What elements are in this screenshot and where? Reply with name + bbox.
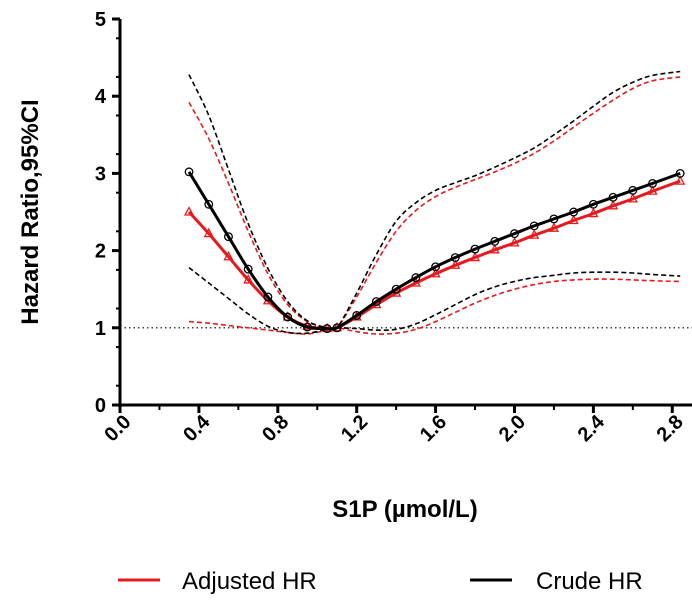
point-crude	[588, 199, 598, 209]
point-crude	[510, 229, 519, 239]
point-adjusted	[203, 227, 214, 238]
point-adjusted	[489, 243, 500, 254]
point-crude	[675, 168, 685, 178]
legend-label-crude: Crude HR	[536, 568, 643, 595]
point-adjusted	[410, 277, 421, 287]
point-adjusted	[223, 250, 234, 261]
x-tick-label: 2.0	[495, 411, 530, 446]
point-crude	[549, 214, 559, 224]
x-tick-label: 1.2	[337, 411, 372, 446]
x-tick-label: 2.8	[653, 411, 688, 446]
y-tick-label: 4	[95, 86, 107, 108]
y-tick-label: 1	[95, 318, 106, 340]
point-adjusted	[243, 274, 254, 284]
y-tick-label: 2	[95, 241, 106, 263]
legend-label-adjusted: Adjusted HR	[182, 568, 317, 595]
point-crude	[322, 324, 332, 334]
y-axis-title: Hazard Ratio,95%CI	[17, 99, 44, 324]
line-crude	[187, 171, 681, 331]
point-adjusted	[647, 185, 658, 195]
ci-lower-crude	[188, 266, 681, 335]
series-crude	[184, 70, 685, 335]
point-crude	[628, 185, 638, 195]
point-crude	[450, 253, 460, 262]
series-adjusted	[183, 76, 686, 335]
x-tick-label: 0.8	[258, 411, 293, 446]
point-crude	[302, 322, 312, 332]
point-adjusted	[469, 251, 481, 262]
point-crude	[411, 273, 421, 283]
ci-upper-adjusted	[188, 76, 681, 332]
x-tick-label: 0.4	[179, 410, 215, 446]
point-adjusted	[183, 206, 195, 216]
point-crude	[243, 264, 253, 274]
y-tick-label: 5	[95, 9, 106, 31]
point-crude	[529, 221, 539, 231]
point-adjusted	[627, 192, 638, 203]
point-crude	[283, 312, 293, 322]
point-adjusted	[588, 207, 599, 218]
y-tick-label: 0	[95, 395, 106, 417]
legend: Adjusted HR Crude HR	[118, 568, 643, 595]
point-adjusted	[608, 199, 619, 210]
point-adjusted	[529, 229, 540, 239]
ci-lower-adjusted	[188, 278, 681, 335]
point-adjusted	[675, 175, 686, 185]
x-tick-label: 1.6	[416, 411, 451, 446]
point-crude	[470, 244, 480, 254]
point-crude	[490, 236, 500, 246]
ci-upper-crude	[188, 70, 681, 332]
point-crude	[332, 323, 342, 333]
point-crude	[204, 199, 214, 209]
point-adjusted	[568, 214, 579, 225]
point-crude	[569, 207, 579, 217]
point-adjusted	[548, 222, 560, 232]
plot-area	[120, 70, 692, 335]
line-adjusted	[187, 179, 681, 331]
point-crude	[371, 297, 381, 307]
point-crude	[224, 232, 233, 242]
point-crude	[352, 310, 362, 320]
point-crude	[263, 292, 273, 302]
point-crude	[431, 262, 441, 272]
point-crude	[648, 178, 658, 188]
point-crude	[184, 167, 194, 177]
point-adjusted	[509, 236, 520, 247]
x-tick-label: 2.4	[574, 410, 610, 446]
x-axis-title: S1P (µmol/L)	[332, 496, 477, 523]
point-crude	[391, 284, 401, 294]
point-adjusted	[450, 259, 461, 269]
point-crude	[608, 192, 618, 202]
y-tick-label: 3	[95, 163, 106, 185]
point-adjusted	[430, 267, 441, 278]
